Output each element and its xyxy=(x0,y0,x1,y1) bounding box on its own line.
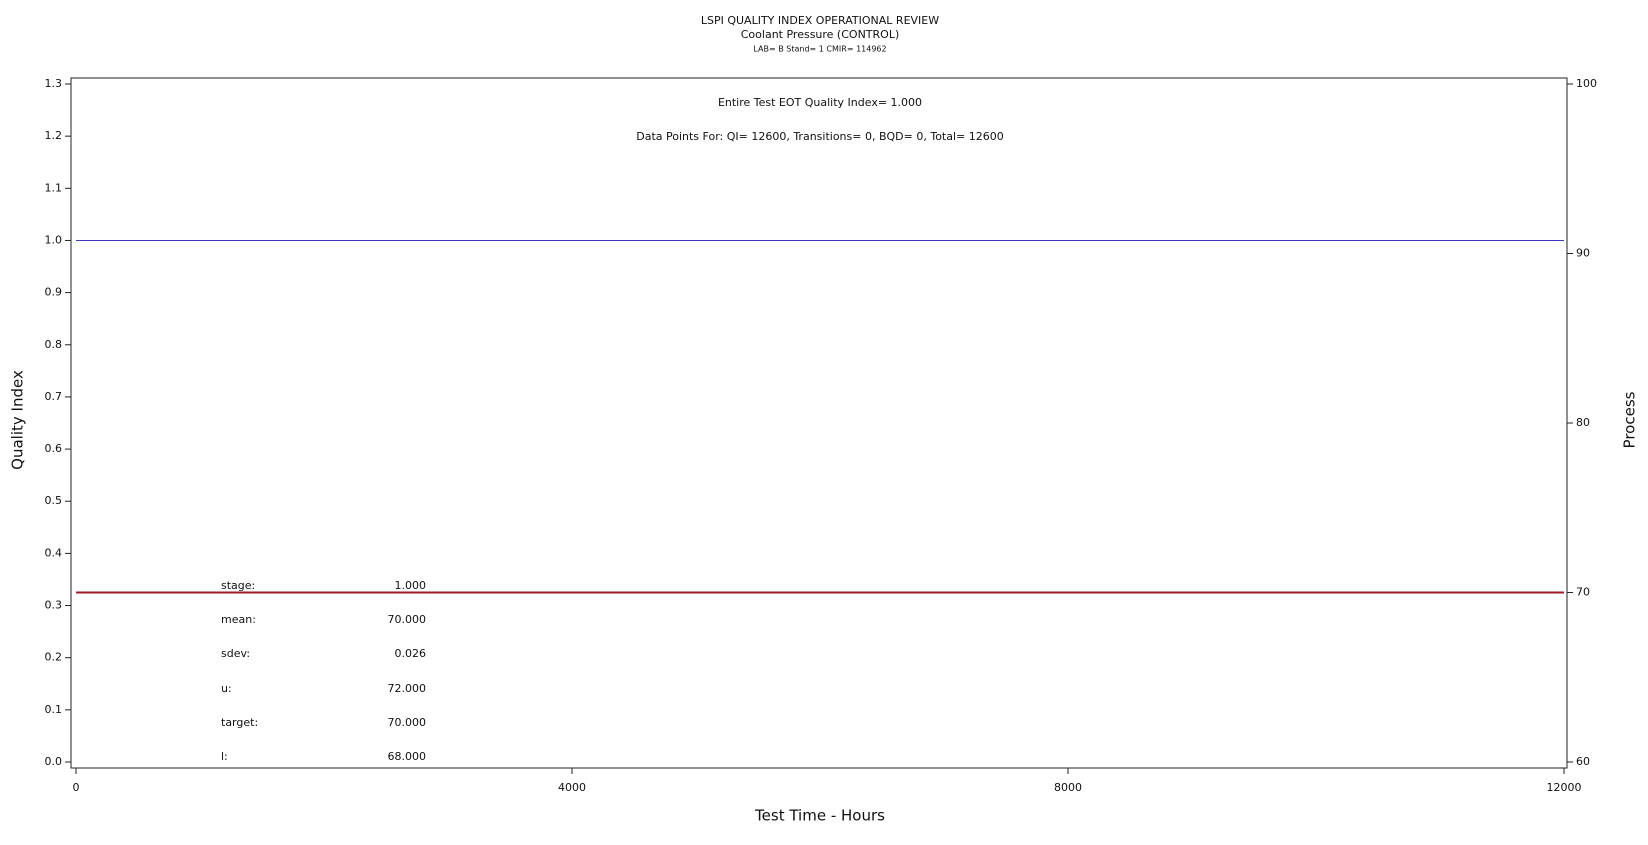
y-tick-label: 0.7 xyxy=(45,390,63,403)
stat-label: mean: xyxy=(221,613,256,626)
chart-subtitle: LAB= B Stand= 1 CMIR= 114962 xyxy=(753,45,886,54)
x-axis-label: Test Time - Hours xyxy=(754,807,885,825)
y2-tick-label: 100 xyxy=(1576,77,1597,90)
y2-tick-label: 80 xyxy=(1576,416,1590,429)
x-tick-label: 12000 xyxy=(1547,781,1582,794)
stat-value: 70.000 xyxy=(388,613,427,626)
stat-label: sdev: xyxy=(221,647,250,660)
stat-label: target: xyxy=(221,716,258,729)
stat-value: 0.026 xyxy=(395,647,427,660)
stat-value: 68.000 xyxy=(388,750,427,763)
y-tick-label: 0.2 xyxy=(45,651,63,664)
chart-subtitle: Coolant Pressure (CONTROL) xyxy=(741,28,900,41)
y-tick-label: 1.1 xyxy=(45,181,63,194)
x-tick-label: 8000 xyxy=(1054,781,1082,794)
y-tick-label: 1.3 xyxy=(45,77,63,90)
y-tick-label: 0.3 xyxy=(45,599,63,612)
y-tick-label: 0.0 xyxy=(45,755,63,768)
y-tick-label: 0.4 xyxy=(45,546,63,559)
stat-value: 1.000 xyxy=(395,579,427,592)
y-tick-label: 0.5 xyxy=(45,494,63,507)
annotation: Entire Test EOT Quality Index= 1.000 xyxy=(718,96,922,109)
y-tick-label: 1.0 xyxy=(45,233,63,246)
x-tick-label: 4000 xyxy=(558,781,586,794)
y-tick-label: 0.8 xyxy=(45,338,63,351)
y2-tick-label: 70 xyxy=(1576,586,1590,599)
stat-label: u: xyxy=(221,682,232,695)
stat-label: stage: xyxy=(221,579,255,592)
y2-tick-label: 60 xyxy=(1576,755,1590,768)
stat-label: l: xyxy=(221,750,228,763)
y-tick-label: 0.6 xyxy=(45,442,63,455)
y2-tick-label: 90 xyxy=(1576,247,1590,260)
y2-axis-label: Process xyxy=(1621,391,1639,448)
x-tick-label: 0 xyxy=(73,781,80,794)
annotation: Data Points For: QI= 12600, Transitions=… xyxy=(636,130,1004,143)
y-axis-label: Quality Index xyxy=(9,370,27,470)
y-tick-label: 0.9 xyxy=(45,286,63,299)
stat-value: 72.000 xyxy=(388,682,427,695)
stat-value: 70.000 xyxy=(388,716,427,729)
plot-frame xyxy=(70,77,1568,769)
y-tick-label: 1.2 xyxy=(45,129,63,142)
chart-title: LSPI QUALITY INDEX OPERATIONAL REVIEW xyxy=(701,14,939,27)
y-tick-label: 0.1 xyxy=(45,703,63,716)
